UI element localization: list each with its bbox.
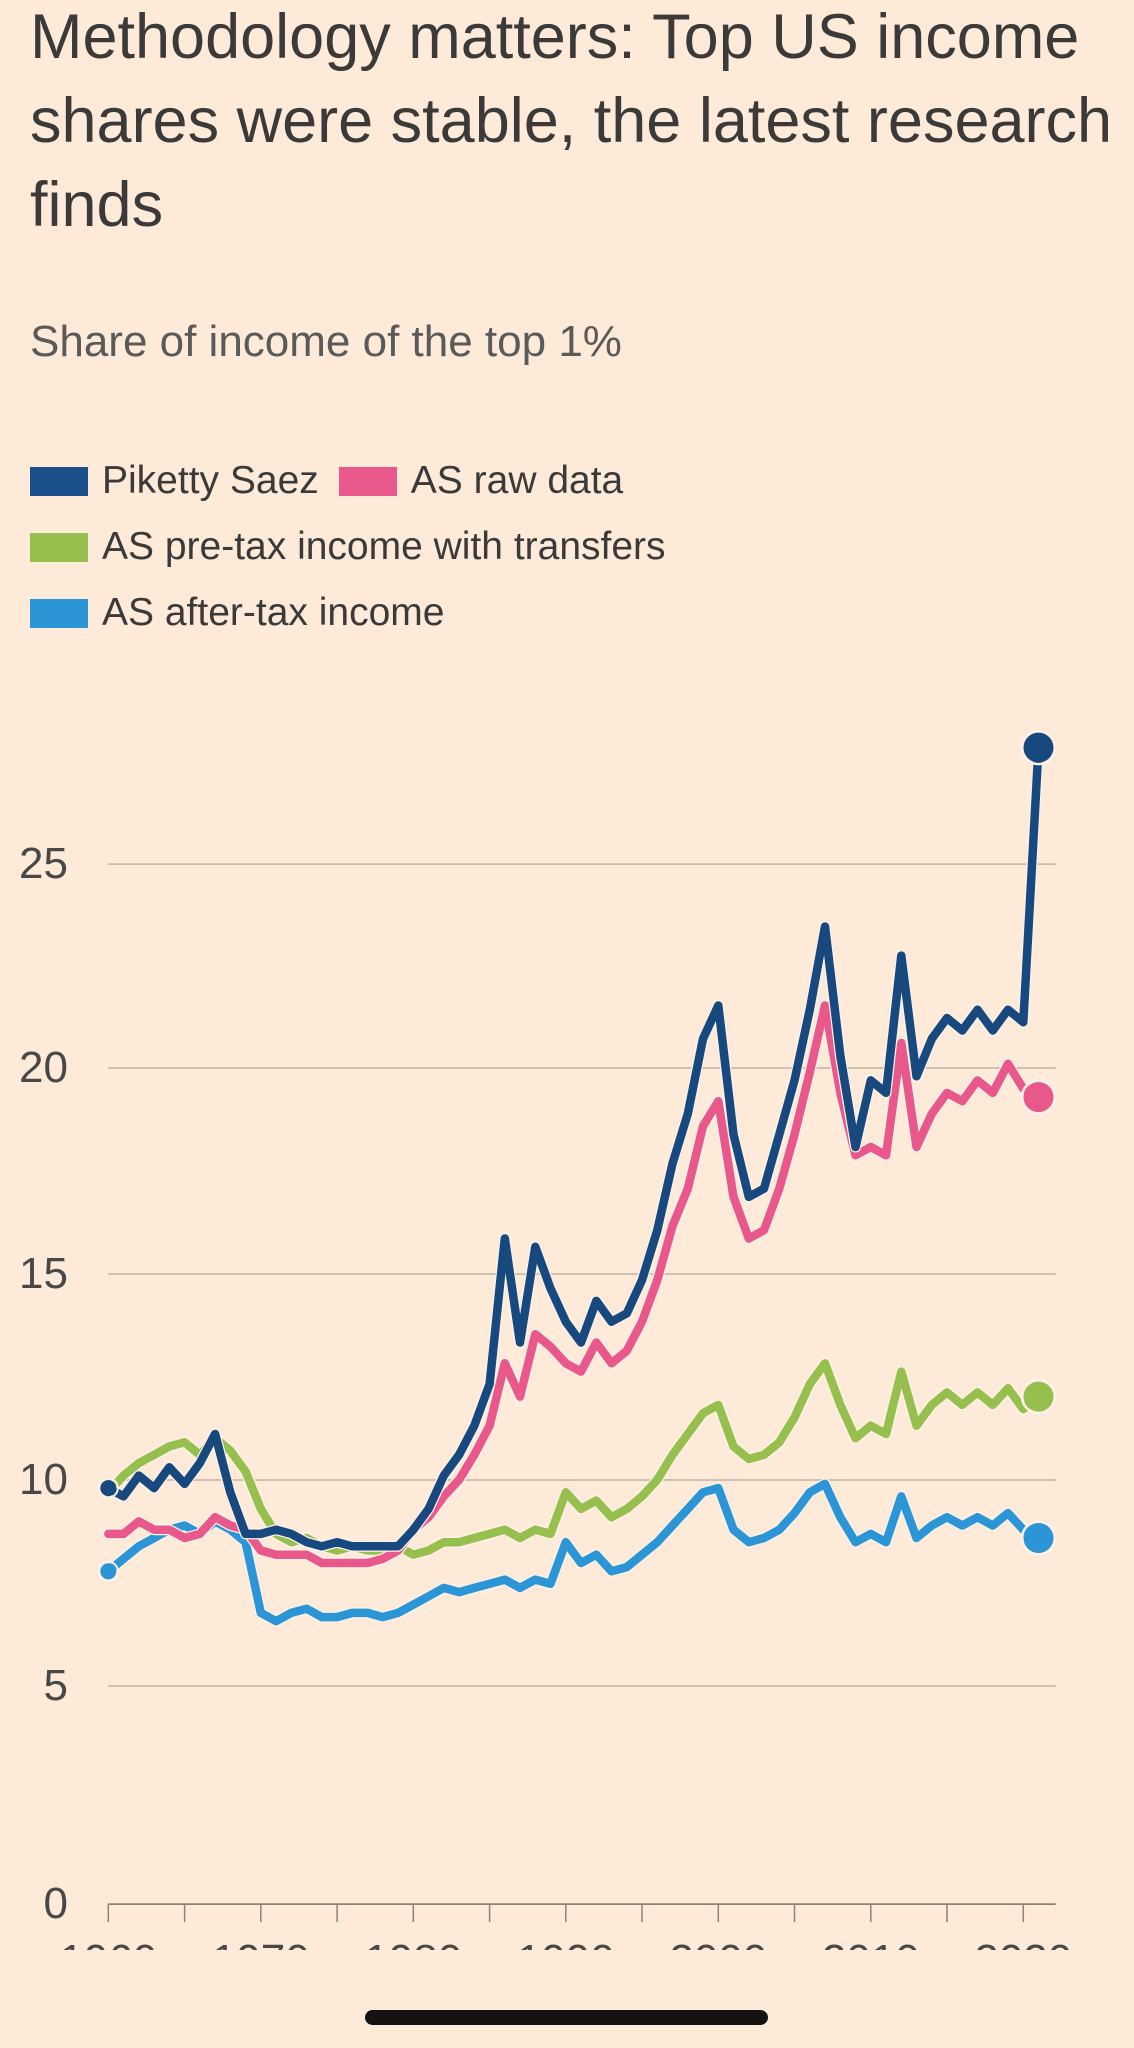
svg-text:10: 10 [19,1455,68,1504]
svg-text:1980: 1980 [364,1936,462,1950]
svg-text:25: 25 [19,839,68,888]
svg-text:0: 0 [44,1879,68,1928]
svg-text:1990: 1990 [517,1936,615,1950]
svg-text:15: 15 [19,1249,68,1298]
svg-text:2010: 2010 [822,1936,920,1950]
svg-text:1970: 1970 [212,1936,310,1950]
svg-text:2000: 2000 [669,1936,767,1950]
svg-text:20: 20 [19,1043,68,1092]
svg-text:1960: 1960 [59,1936,157,1950]
svg-text:2020: 2020 [974,1936,1072,1950]
svg-text:5: 5 [44,1661,68,1710]
